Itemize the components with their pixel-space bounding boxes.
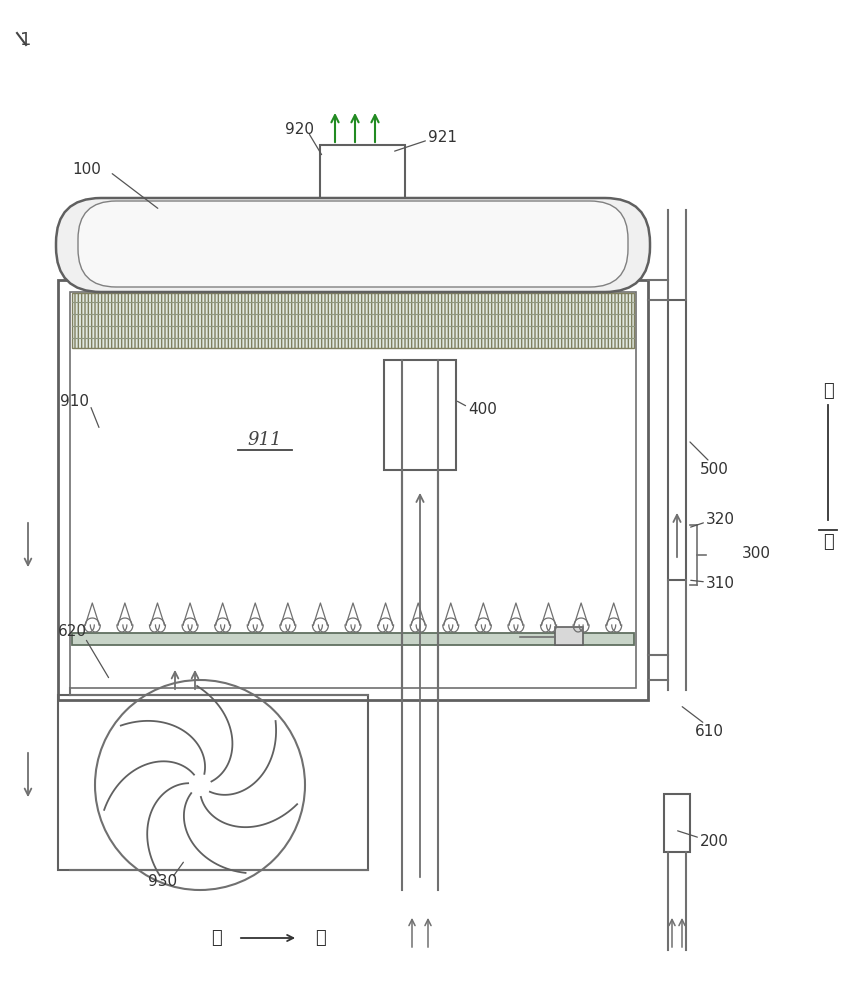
Text: 610: 610	[695, 724, 724, 740]
Text: 620: 620	[58, 624, 87, 640]
Text: 921: 921	[428, 130, 457, 145]
Text: 500: 500	[700, 462, 728, 478]
Bar	[70, 292, 636, 688]
FancyBboxPatch shape	[78, 201, 628, 287]
Text: 910: 910	[60, 394, 89, 410]
Text: 左: 左	[211, 929, 221, 947]
Text: 上: 上	[823, 382, 833, 400]
Bar	[555, 627, 583, 645]
Text: 930: 930	[148, 874, 177, 890]
Bar	[664, 794, 690, 852]
Bar	[72, 633, 634, 645]
Text: 400: 400	[468, 402, 497, 418]
FancyBboxPatch shape	[56, 198, 650, 292]
Text: 300: 300	[742, 546, 771, 560]
Bar	[384, 360, 456, 470]
Text: 100: 100	[72, 162, 101, 178]
Bar	[58, 695, 368, 870]
Text: 920: 920	[285, 122, 314, 137]
Text: 911: 911	[248, 431, 283, 449]
Text: 310: 310	[706, 576, 735, 591]
Text: 320: 320	[706, 512, 735, 528]
Bar	[668, 300, 686, 580]
Bar	[58, 280, 648, 700]
Text: 200: 200	[700, 834, 728, 850]
Text: 下: 下	[823, 533, 833, 551]
Text: 右: 右	[315, 929, 325, 947]
Text: 1: 1	[20, 31, 31, 49]
Bar	[72, 293, 634, 348]
Bar	[320, 145, 405, 205]
